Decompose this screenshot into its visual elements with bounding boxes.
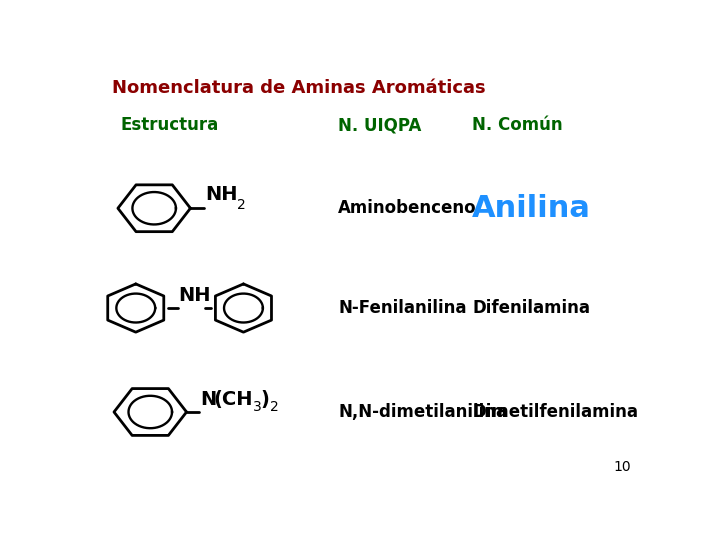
Text: N: N — [200, 390, 216, 409]
Text: Dimetilfenilamina: Dimetilfenilamina — [472, 403, 638, 421]
Text: ): ) — [260, 390, 269, 409]
Text: Nomenclatura de Aminas Aromáticas: Nomenclatura de Aminas Aromáticas — [112, 79, 486, 97]
Text: NH: NH — [178, 286, 211, 305]
Text: Estructura: Estructura — [121, 116, 219, 134]
Text: N. Común: N. Común — [472, 116, 563, 134]
Text: NH: NH — [205, 185, 238, 204]
Text: N,N-dimetilanilina: N,N-dimetilanilina — [338, 403, 508, 421]
Text: 10: 10 — [613, 461, 631, 474]
Text: N-Fenilanilina: N-Fenilanilina — [338, 299, 467, 317]
Text: Difenilamina: Difenilamina — [472, 299, 590, 317]
Text: 3: 3 — [253, 400, 261, 414]
Text: N. UIQPA: N. UIQPA — [338, 116, 422, 134]
Text: Aminobenceno: Aminobenceno — [338, 199, 477, 217]
Text: 2: 2 — [270, 400, 279, 414]
Text: 2: 2 — [237, 198, 246, 212]
Text: (CH: (CH — [213, 390, 253, 409]
Text: Anilina: Anilina — [472, 194, 591, 223]
